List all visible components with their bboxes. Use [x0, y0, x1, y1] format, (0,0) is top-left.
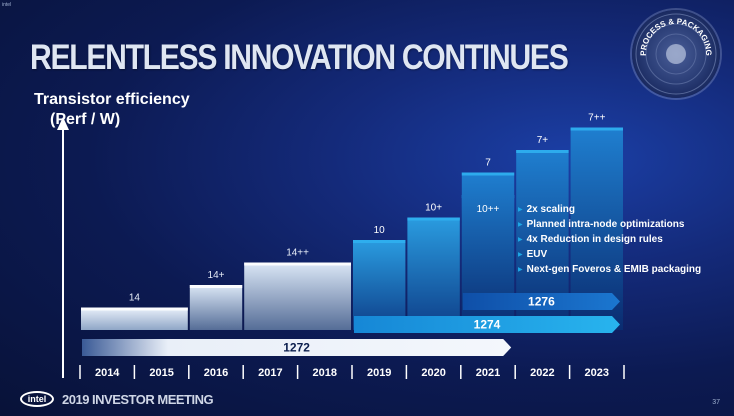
page-number: 37 [712, 399, 720, 406]
node-bar-highlight [516, 150, 569, 153]
x-tick-label: 2023 [585, 367, 609, 379]
node-bar-highlight [461, 172, 515, 176]
process-packaging-badge: PROCESS & PACKAGING [632, 10, 720, 98]
y-axis-label-line2: (Perf / W) [50, 111, 121, 128]
x-tick-label: 2017 [258, 367, 282, 379]
x-tick-label: 2014 [95, 367, 120, 379]
corner-brand: intel [2, 2, 12, 8]
x-tick-label: 2018 [313, 367, 337, 379]
bullet-item: 2x scaling [518, 203, 701, 218]
node-bar-highlight [189, 285, 243, 288]
node-label: 10++ [477, 204, 500, 215]
y-axis-label-line1: Transistor efficiency [34, 91, 190, 108]
y-axis [57, 117, 69, 378]
slide-title: RELENTLESS INNOVATION CONTINUES [30, 38, 569, 77]
node-bar [353, 240, 406, 330]
node-bar [244, 262, 351, 330]
node-bar-highlight [570, 127, 623, 131]
x-tick-label: 2019 [367, 367, 391, 379]
y-axis-label: Transistor efficiency (Perf / W) [34, 90, 190, 130]
timeline-arrow-1274 [354, 316, 620, 333]
timeline-label: 1272 [283, 341, 310, 355]
y-axis-arrow-icon [57, 117, 69, 130]
timeline-label: 1274 [474, 318, 501, 332]
x-tick-label: 2021 [476, 367, 500, 379]
node-label: 14 [129, 293, 141, 304]
node-labels: 14 14+ 14++ 10 10+ 10++ 7 7+ 7++ [129, 113, 606, 304]
timeline-arrow-1272 [82, 339, 512, 356]
intel-logo: intel [20, 391, 54, 407]
node-bar-highlight [81, 307, 188, 311]
timeline-label: 1276 [528, 295, 555, 309]
node-bar [189, 285, 243, 330]
bullet-item: Next-gen Foveros & EMIB packaging [518, 263, 701, 278]
node-label: 10 [374, 225, 386, 236]
process-timelines: 1276 1274 1272 [82, 293, 620, 356]
node-bar-highlight [244, 262, 351, 266]
node-label: 10+ [425, 203, 442, 214]
node-bar [81, 307, 188, 330]
timeline-arrow-1276 [462, 293, 620, 310]
x-tick-label: 2016 [204, 367, 228, 379]
bullet-item: 4x Reduction in design rules [518, 233, 701, 248]
node-bar-highlight [407, 217, 460, 221]
node-label: 14++ [286, 248, 309, 259]
node-label: 7++ [588, 113, 605, 124]
bullet-item: EUV [518, 248, 701, 263]
node-label: 7 [485, 158, 491, 169]
x-tick-label: 2020 [421, 367, 445, 379]
badge-ring-icon: PROCESS & PACKAGING [635, 13, 717, 95]
feature-bullets: 2x scaling Planned intra-node optimizati… [518, 203, 701, 278]
event-name: 2019 INVESTOR MEETING [62, 391, 214, 407]
x-tick-label: 2022 [530, 367, 554, 379]
node-bar-highlight [353, 240, 406, 243]
footer: intel 2019 INVESTOR MEETING [20, 388, 214, 410]
node-bar [407, 217, 460, 330]
x-tick-label: 2015 [149, 367, 173, 379]
node-label: 14+ [208, 270, 225, 281]
node-label: 7+ [537, 135, 549, 146]
x-axis: 2014 2015 2016 2017 2018 2019 2020 2021 2022 2023 [79, 365, 625, 379]
bullet-item: Planned intra-node optimizations [518, 218, 701, 233]
